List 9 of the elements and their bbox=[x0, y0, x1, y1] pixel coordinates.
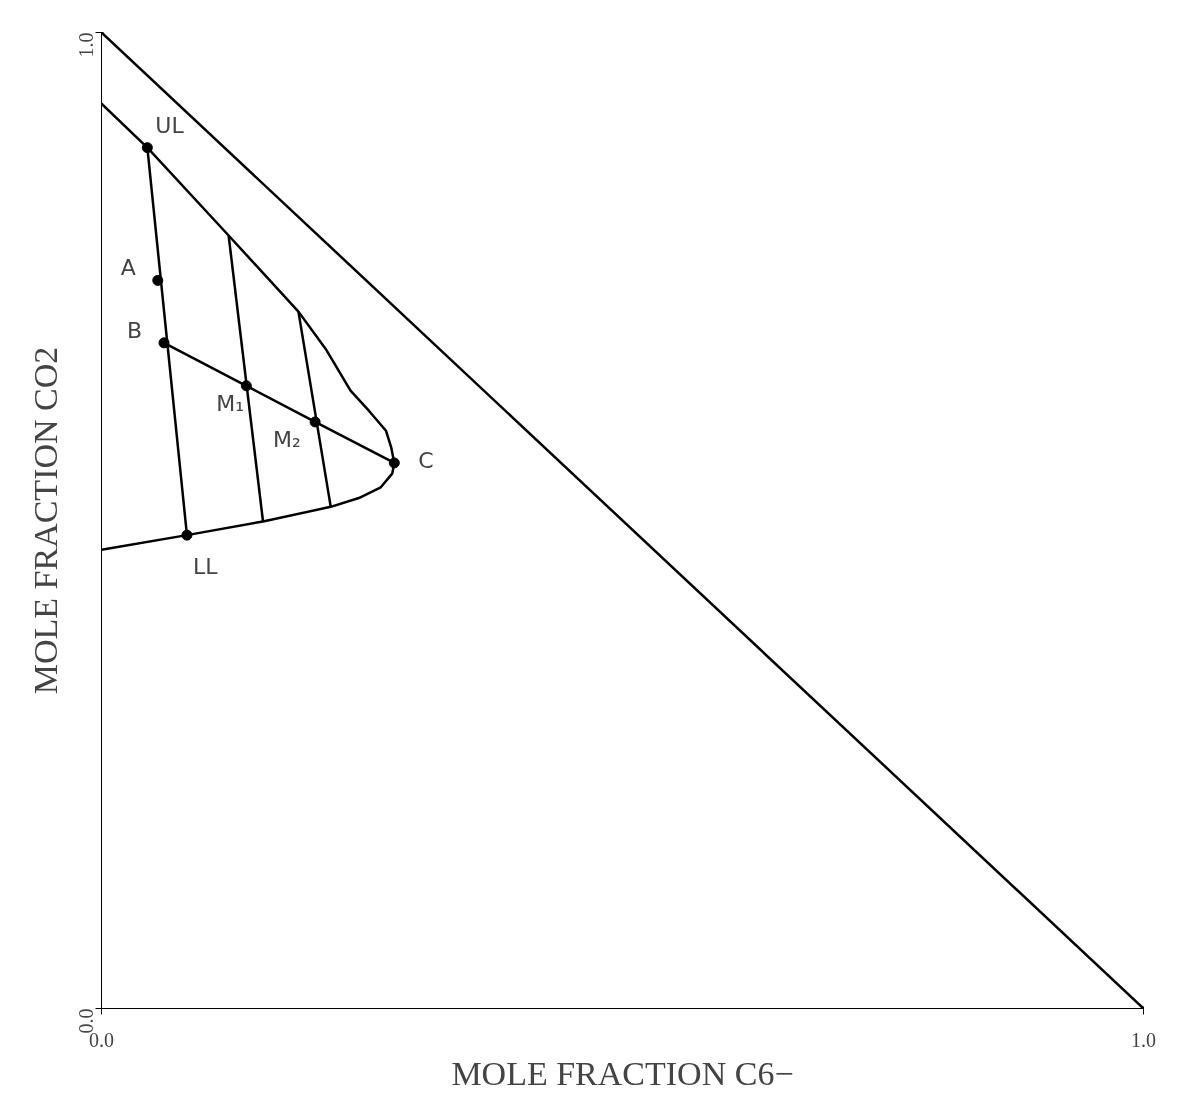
annotation: M₂ bbox=[273, 426, 301, 452]
annotation: A bbox=[120, 255, 136, 281]
y-axis-title: MOLE FRACTION CO2 bbox=[26, 346, 64, 695]
annotation: M₁ bbox=[216, 390, 245, 416]
x-axis-title: MOLE FRACTION C6− bbox=[451, 1054, 794, 1092]
annotation: UL bbox=[155, 112, 185, 138]
annotation: C bbox=[418, 447, 434, 473]
annotation: LL bbox=[192, 554, 219, 580]
annotation: B bbox=[126, 317, 143, 343]
